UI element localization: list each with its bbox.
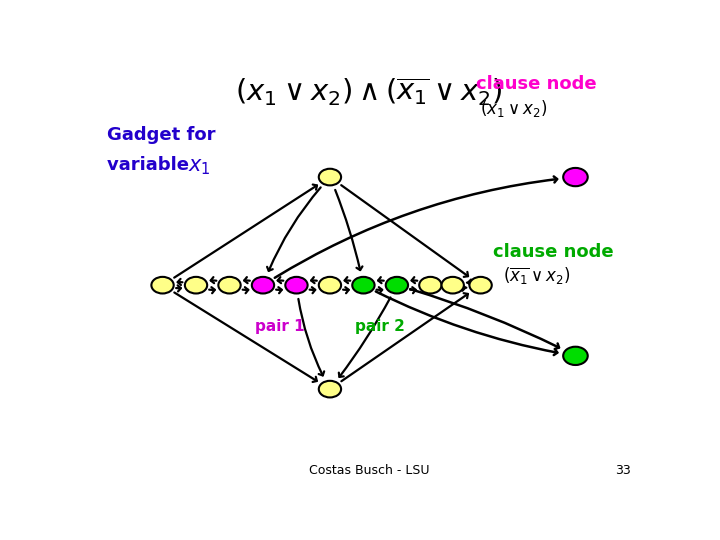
Circle shape bbox=[441, 277, 464, 294]
Circle shape bbox=[252, 277, 274, 294]
Text: 33: 33 bbox=[616, 464, 631, 477]
Circle shape bbox=[319, 168, 341, 185]
Circle shape bbox=[419, 277, 441, 294]
Text: clause node: clause node bbox=[492, 243, 613, 261]
Circle shape bbox=[185, 277, 207, 294]
Text: $(x_1 \vee x_2) \wedge (\overline{x_1} \vee x_2)$: $(x_1 \vee x_2) \wedge (\overline{x_1} \… bbox=[235, 76, 503, 108]
Circle shape bbox=[319, 277, 341, 294]
Text: pair 2: pair 2 bbox=[355, 319, 405, 334]
Circle shape bbox=[151, 277, 174, 294]
Circle shape bbox=[218, 277, 240, 294]
Text: $(x_1 \vee x_2)$: $(x_1 \vee x_2)$ bbox=[480, 98, 548, 119]
Text: clause node: clause node bbox=[476, 75, 597, 92]
Text: $(\overline{x_1} \vee x_2)$: $(\overline{x_1} \vee x_2)$ bbox=[503, 266, 570, 287]
Circle shape bbox=[386, 277, 408, 294]
Circle shape bbox=[285, 277, 307, 294]
Circle shape bbox=[352, 277, 374, 294]
Text: pair 1: pair 1 bbox=[255, 319, 305, 334]
Text: $x_1$: $x_1$ bbox=[188, 157, 210, 177]
Circle shape bbox=[563, 347, 588, 365]
Circle shape bbox=[563, 168, 588, 186]
Text: Gadget for: Gadget for bbox=[107, 126, 215, 145]
Text: variable: variable bbox=[107, 156, 195, 173]
Circle shape bbox=[469, 277, 492, 294]
Circle shape bbox=[319, 381, 341, 397]
Text: Costas Busch - LSU: Costas Busch - LSU bbox=[309, 464, 429, 477]
